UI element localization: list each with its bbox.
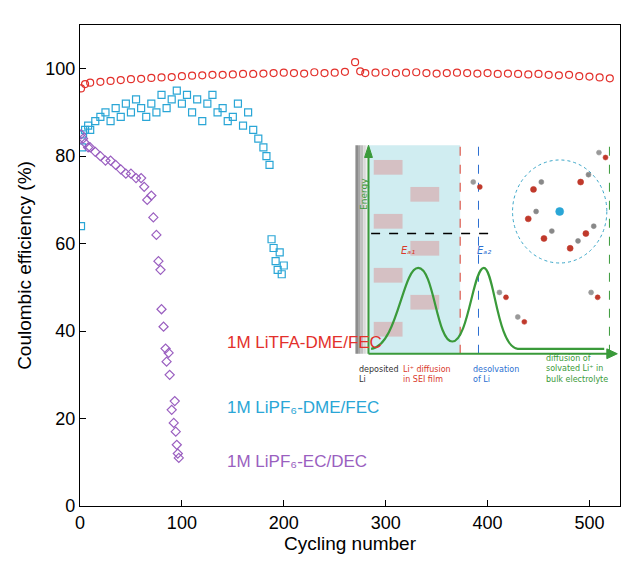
svg-text:Eₐ₂: Eₐ₂ (477, 245, 491, 256)
svg-text:diffusion ofsolvated Li⁺ inbul: diffusion ofsolvated Li⁺ inbulk electrol… (546, 354, 608, 384)
svg-text:1M LiPF₆-EC/DEC: 1M LiPF₆-EC/DEC (227, 452, 367, 471)
svg-text:depositedLi: depositedLi (359, 365, 399, 384)
svg-text:Coulombic efficiency (%): Coulombic efficiency (%) (14, 161, 35, 370)
svg-text:0: 0 (65, 496, 75, 516)
svg-text:40: 40 (55, 321, 75, 341)
svg-text:400: 400 (473, 513, 503, 533)
svg-text:80: 80 (55, 146, 75, 166)
svg-text:500: 500 (574, 513, 604, 533)
svg-text:Cycling number: Cycling number (284, 533, 417, 554)
svg-text:100: 100 (167, 513, 197, 533)
svg-text:desolvationof Li: desolvationof Li (473, 365, 519, 384)
svg-text:Eₐ₁: Eₐ₁ (401, 245, 415, 256)
svg-text:0: 0 (75, 513, 85, 533)
svg-text:Energy: Energy (359, 178, 369, 210)
svg-text:60: 60 (55, 234, 75, 254)
svg-text:200: 200 (269, 513, 299, 533)
svg-text:20: 20 (55, 409, 75, 429)
svg-text:Li⁺ diffusionin SEI film: Li⁺ diffusionin SEI film (403, 365, 451, 384)
svg-text:100: 100 (45, 59, 75, 79)
svg-text:1M LiTFA-DME/FEC: 1M LiTFA-DME/FEC (227, 333, 382, 352)
svg-text:300: 300 (371, 513, 401, 533)
svg-text:1M LiPF₆-DME/FEC: 1M LiPF₆-DME/FEC (227, 398, 379, 417)
